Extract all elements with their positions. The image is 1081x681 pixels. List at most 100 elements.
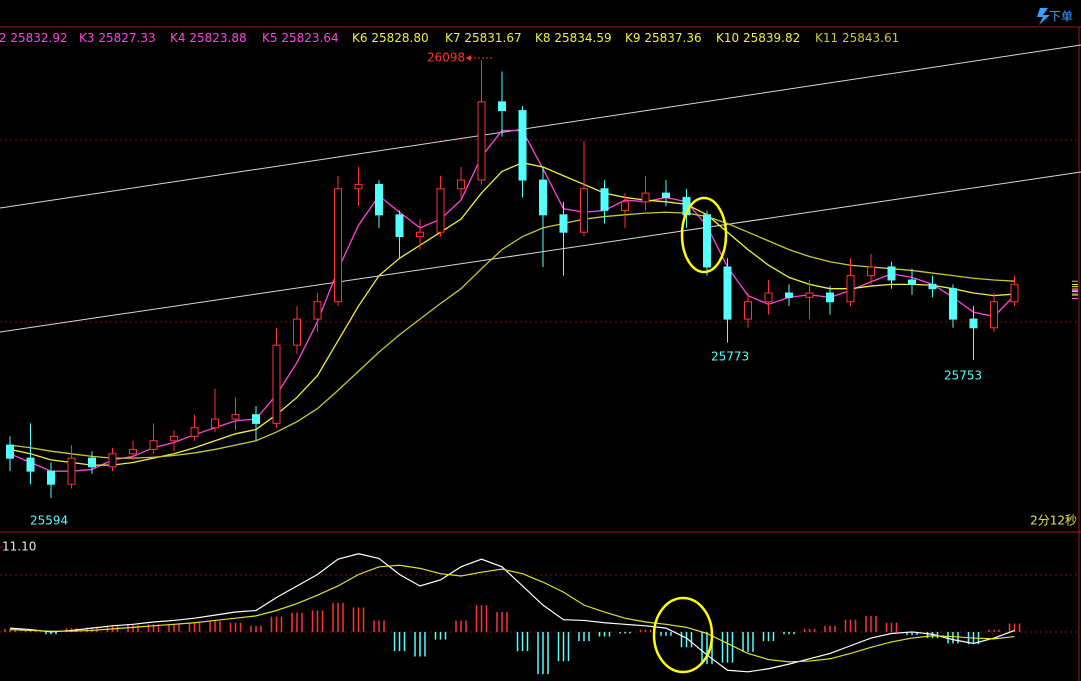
channel-line — [0, 171, 1081, 333]
legend-name: K9 — [625, 31, 641, 45]
legend-value: 25828.80 — [371, 31, 428, 45]
candle-body — [867, 266, 875, 277]
legend-value: 25823.64 — [281, 31, 338, 45]
legend-entry: K3 25827.33 — [79, 31, 156, 45]
candle-body — [6, 444, 14, 459]
candle-body — [231, 414, 240, 420]
legend-name: K5 — [262, 31, 278, 45]
legend-value: 25823.88 — [189, 31, 246, 45]
legend-name: K7 — [445, 31, 461, 45]
candle-body — [621, 201, 629, 211]
candle-body — [744, 301, 752, 320]
low-annotation: 25773 — [711, 350, 749, 364]
annotation-arrow-head — [466, 55, 471, 61]
high-annotation: 26098 — [427, 51, 465, 65]
candle-body — [826, 292, 834, 303]
candle-body — [129, 448, 137, 455]
legend-entry: K7 25831.67 — [445, 31, 522, 45]
candle-body — [846, 275, 855, 303]
legend-entry: K6 25828.80 — [352, 31, 429, 45]
legend-value: 25827.33 — [98, 31, 155, 45]
candle-body — [600, 188, 609, 211]
candle-body — [887, 266, 896, 281]
candle-body — [47, 470, 55, 485]
candle-body — [1010, 283, 1019, 303]
macd-line — [9, 553, 1015, 673]
marks — [0, 60, 1078, 675]
ma-line — [9, 211, 1015, 459]
legend-value: 25831.67 — [464, 31, 521, 45]
order-label[interactable]: 下单 — [1049, 10, 1073, 24]
candle-body — [457, 179, 465, 190]
candle-body — [785, 292, 793, 298]
candle-body — [334, 188, 342, 303]
candle-body — [539, 179, 547, 216]
legend-name: K6 — [352, 31, 368, 45]
candle-body — [723, 266, 732, 320]
legend-value: 25837.36 — [644, 31, 701, 45]
legend-entry: K4 25823.88 — [170, 31, 247, 45]
candle-body — [805, 292, 814, 298]
candle-body — [703, 214, 711, 268]
legend-name: K3 — [79, 31, 95, 45]
highlight-circle — [680, 196, 728, 274]
order-button[interactable]: 下单 — [1037, 8, 1073, 25]
channel-line — [0, 44, 1081, 209]
candle-body — [969, 318, 978, 329]
candle-body — [108, 453, 117, 468]
candle-body — [313, 301, 322, 320]
candle-body — [354, 183, 363, 190]
candle-body — [252, 414, 260, 424]
candle-body — [477, 101, 486, 181]
candle-body — [67, 457, 76, 485]
legend-entry: K11 25843.61 — [815, 31, 899, 45]
candle-body — [662, 192, 670, 198]
macd-line — [9, 564, 1015, 663]
candle-body — [170, 435, 178, 442]
y-tick-label: 11.10 — [2, 539, 36, 553]
countdown-timer: 2分12秒 — [1030, 514, 1077, 528]
legend-entry: K5 25823.64 — [262, 31, 339, 45]
candle-body — [436, 188, 445, 233]
legend-entry: K2 25832.92 — [0, 31, 68, 45]
legend-entry: K10 25839.82 — [716, 31, 800, 45]
candle-body — [88, 457, 96, 468]
legend-name: K8 — [535, 31, 551, 45]
candle-body — [211, 418, 219, 429]
candle-body — [990, 301, 998, 329]
candle-body — [26, 457, 35, 472]
legend-value: 25834.59 — [554, 31, 611, 45]
candle-body — [580, 188, 588, 233]
candle-body — [908, 279, 916, 285]
legend-value: 25839.82 — [743, 31, 800, 45]
candle-body — [559, 214, 568, 233]
candle-body — [949, 288, 957, 320]
candle-body — [293, 318, 301, 346]
low-annotation: 25594 — [30, 514, 68, 528]
candle-body — [764, 292, 773, 303]
legend-entry: K9 25837.36 — [625, 31, 702, 45]
candle-body — [416, 231, 424, 238]
candle-body — [498, 101, 506, 112]
legend-name: K10 — [716, 31, 739, 45]
highlight-circle — [652, 596, 714, 674]
candle-body — [375, 183, 383, 216]
candle-body — [928, 283, 937, 290]
legend-name: K2 — [0, 31, 7, 45]
candle-body — [395, 214, 404, 238]
candle-body — [272, 344, 281, 424]
candle-body — [518, 110, 527, 181]
order-icon — [1037, 8, 1050, 25]
legend-value: 25843.61 — [842, 31, 899, 45]
legend-name: K4 — [170, 31, 186, 45]
legend-name: K11 — [815, 31, 838, 45]
candle-body — [190, 427, 199, 437]
candle-body — [641, 192, 650, 203]
low-annotation: 25753 — [944, 369, 982, 383]
legend-entry: K8 25834.59 — [535, 31, 612, 45]
candle-body — [149, 440, 158, 450]
legend-value: 25832.92 — [10, 31, 67, 45]
